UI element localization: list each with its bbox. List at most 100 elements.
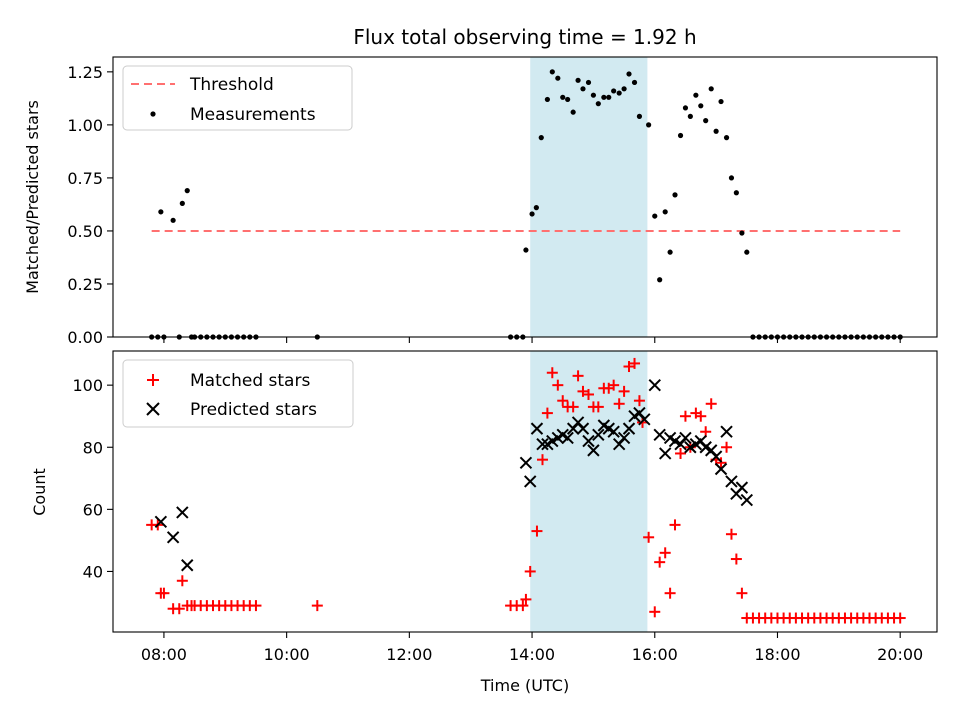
data-point bbox=[622, 422, 636, 435]
y-tick-label: 0.00 bbox=[67, 328, 103, 347]
data-point bbox=[728, 175, 735, 181]
data-point bbox=[698, 103, 704, 109]
legend-matched-swatch bbox=[147, 374, 159, 386]
data-point bbox=[626, 71, 632, 77]
data-point bbox=[669, 519, 681, 531]
data-point bbox=[621, 86, 627, 92]
data-point bbox=[523, 247, 529, 253]
data-point bbox=[536, 454, 548, 466]
data-point bbox=[520, 593, 532, 605]
data-point bbox=[633, 395, 645, 407]
data-point bbox=[725, 475, 738, 488]
y-tick-label: 80 bbox=[83, 438, 103, 457]
x-tick-label: 18:00 bbox=[754, 645, 800, 664]
data-point bbox=[524, 565, 536, 577]
data-point bbox=[565, 96, 571, 103]
data-point bbox=[652, 213, 658, 219]
legend: Matched stars Predicted stars bbox=[122, 359, 354, 428]
data-point bbox=[638, 413, 651, 426]
data-point bbox=[184, 188, 190, 194]
y-tick-label: 100 bbox=[72, 376, 103, 395]
data-point bbox=[541, 407, 553, 419]
data-point bbox=[519, 456, 533, 469]
y-tick-label: 0.50 bbox=[67, 222, 103, 241]
data-point bbox=[675, 447, 687, 459]
y-axis-label: Count bbox=[30, 468, 49, 516]
x-tick-label: 16:00 bbox=[632, 645, 678, 664]
data-point bbox=[590, 92, 597, 98]
y-tick-label: 1.00 bbox=[67, 116, 103, 135]
data-point bbox=[607, 425, 620, 438]
plot-frame bbox=[112, 350, 938, 633]
data-point bbox=[693, 92, 699, 98]
data-point bbox=[529, 211, 535, 217]
data-point bbox=[570, 109, 576, 115]
counts-panel: 08:00 10:00 12:00 14:00 16:00 18:00 20:00 40 60… bbox=[30, 350, 938, 695]
data-point bbox=[725, 528, 737, 540]
data-point bbox=[575, 77, 581, 83]
data-point bbox=[592, 428, 605, 442]
data-point bbox=[679, 431, 692, 445]
data-point bbox=[538, 135, 544, 141]
data-point bbox=[580, 86, 586, 92]
y-tick-label: 60 bbox=[83, 500, 103, 519]
data-point bbox=[582, 434, 595, 448]
data-point bbox=[679, 410, 691, 422]
data-point bbox=[601, 94, 607, 100]
data-point bbox=[708, 86, 714, 92]
data-point bbox=[735, 481, 749, 494]
data-point bbox=[595, 101, 601, 107]
legend-predicted-swatch bbox=[146, 402, 160, 416]
data-point bbox=[664, 587, 676, 599]
data-point bbox=[658, 447, 672, 460]
data-point bbox=[536, 437, 549, 451]
data-point bbox=[555, 75, 561, 81]
data-point bbox=[618, 385, 630, 397]
data-point bbox=[613, 398, 625, 410]
data-point bbox=[682, 105, 689, 111]
data-point bbox=[740, 493, 754, 507]
data-point bbox=[667, 249, 673, 255]
data-point bbox=[176, 506, 189, 519]
data-point bbox=[646, 122, 652, 128]
data-point bbox=[181, 559, 194, 572]
data-point bbox=[606, 94, 612, 100]
legend-measurements-label: Measurements bbox=[190, 105, 316, 125]
data-point bbox=[173, 603, 185, 615]
y-tick-label: 0.25 bbox=[67, 275, 103, 294]
x-tick-label: 10:00 bbox=[264, 645, 310, 664]
data-point bbox=[546, 367, 558, 379]
data-point bbox=[158, 587, 170, 599]
data-point bbox=[631, 79, 638, 86]
data-point bbox=[617, 431, 631, 445]
data-point bbox=[703, 118, 709, 124]
data-point bbox=[623, 361, 635, 373]
data-point bbox=[744, 249, 750, 255]
data-point bbox=[730, 553, 742, 565]
data-point bbox=[576, 422, 590, 435]
data-point bbox=[636, 113, 643, 119]
ratio-panel: Flux total observing time = 1.92 h 0.00 0… bbox=[23, 25, 938, 347]
data-point bbox=[648, 378, 661, 392]
data-point bbox=[723, 135, 730, 141]
data-point bbox=[552, 379, 564, 391]
data-point bbox=[524, 475, 537, 488]
data-point bbox=[616, 90, 622, 96]
data-point bbox=[714, 462, 728, 476]
observing-window-shade bbox=[530, 57, 648, 337]
data-point bbox=[713, 128, 719, 134]
data-point bbox=[695, 410, 707, 422]
data-point bbox=[531, 525, 543, 537]
data-point bbox=[705, 398, 717, 410]
data-point bbox=[517, 600, 529, 612]
data-point bbox=[653, 428, 666, 442]
data-point bbox=[170, 217, 176, 223]
series-predicted-stars bbox=[154, 378, 754, 572]
data-point bbox=[557, 395, 569, 407]
data-point bbox=[561, 431, 574, 445]
data-point bbox=[587, 444, 600, 457]
data-point bbox=[544, 96, 550, 103]
x-tick-label: 14:00 bbox=[509, 645, 555, 664]
data-point bbox=[721, 441, 733, 453]
